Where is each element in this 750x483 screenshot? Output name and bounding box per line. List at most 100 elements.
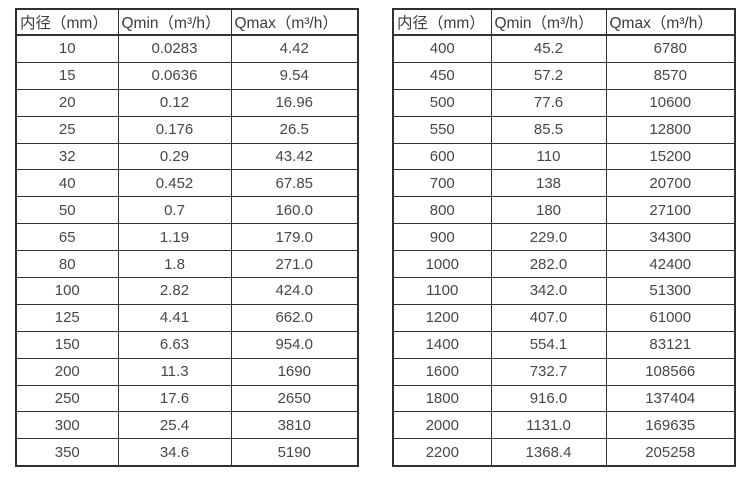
qmax-cell: 16.96 [230, 88, 359, 117]
diameter-cell: 1100 [392, 277, 492, 305]
diameter-cell: 1000 [392, 250, 492, 279]
diameter-cell: 900 [392, 223, 492, 252]
diameter-cell: 2000 [392, 411, 492, 440]
diameter-cell: 100 [15, 277, 119, 305]
qmax-cell: 6780 [605, 34, 736, 63]
table-row: 450 57.2 8570 [392, 61, 736, 90]
qmax-cell: 26.5 [230, 115, 359, 144]
table-row: 20 0.12 16.96 [15, 88, 359, 117]
qmax-cell: 83121 [605, 330, 736, 359]
table-row: 1800 916.0 137404 [392, 384, 736, 413]
qmax-cell: 205258 [605, 438, 736, 467]
table-row: 800 180 27100 [392, 196, 736, 225]
qmax-cell: 9.54 [230, 61, 359, 90]
qmin-cell: 11.3 [117, 357, 232, 386]
qmax-cell: 3810 [230, 411, 359, 440]
qmin-cell: 45.2 [490, 34, 607, 63]
table-row: 10 0.0283 4.42 [15, 34, 359, 63]
qmin-cell: 342.0 [490, 277, 607, 305]
table-row: 1400 554.1 83121 [392, 330, 736, 359]
qmin-cell: 0.176 [117, 115, 232, 144]
diameter-cell: 1200 [392, 303, 492, 332]
qmin-cell: 85.5 [490, 115, 607, 144]
qmin-cell: 0.0636 [117, 61, 232, 90]
diameter-cell: 800 [392, 196, 492, 225]
header-qmax: Qmax（m³/h） [605, 8, 736, 36]
qmax-cell: 51300 [605, 277, 736, 305]
table-row: 1600 732.7 108566 [392, 357, 736, 386]
qmin-cell: 407.0 [490, 303, 607, 332]
qmax-cell: 61000 [605, 303, 736, 332]
table-row: 65 1.19 179.0 [15, 223, 359, 252]
header-qmin: Qmin（m³/h） [117, 8, 232, 36]
diameter-cell: 500 [392, 88, 492, 117]
qmin-cell: 180 [490, 196, 607, 225]
qmax-cell: 424.0 [230, 277, 359, 305]
table-row: 25 0.176 26.5 [15, 115, 359, 144]
qmax-cell: 169635 [605, 411, 736, 440]
flow-table-right: 内径（mm） Qmin（m³/h） Qmax（m³/h） 400 45.2 6780… [392, 8, 736, 468]
table-row: 125 4.41 662.0 [15, 303, 359, 332]
table-row: 300 25.4 3810 [15, 411, 359, 440]
diameter-cell: 200 [15, 357, 119, 386]
table-row: 15 0.0636 9.54 [15, 61, 359, 90]
diameter-cell: 125 [15, 303, 119, 332]
header-row: 内径（mm） Qmin（m³/h） Qmax（m³/h） [392, 8, 736, 36]
qmin-cell: 4.41 [117, 303, 232, 332]
qmax-cell: 8570 [605, 61, 736, 90]
qmin-cell: 110 [490, 142, 607, 171]
table-row: 1000 282.0 42400 [392, 250, 736, 279]
qmax-cell: 15200 [605, 142, 736, 171]
qmin-cell: 57.2 [490, 61, 607, 90]
qmin-cell: 77.6 [490, 88, 607, 117]
table-row: 2200 1368.4 205258 [392, 438, 736, 467]
diameter-cell: 1600 [392, 357, 492, 386]
qmax-cell: 954.0 [230, 330, 359, 359]
header-qmin: Qmin（m³/h） [490, 8, 607, 36]
qmin-cell: 554.1 [490, 330, 607, 359]
diameter-cell: 20 [15, 88, 119, 117]
qmin-cell: 0.29 [117, 142, 232, 171]
qmin-cell: 229.0 [490, 223, 607, 252]
qmin-cell: 25.4 [117, 411, 232, 440]
qmax-cell: 5190 [230, 438, 359, 467]
qmin-cell: 6.63 [117, 330, 232, 359]
qmin-cell: 2.82 [117, 277, 232, 305]
table-row: 1100 342.0 51300 [392, 277, 736, 305]
qmin-cell: 138 [490, 169, 607, 198]
diameter-cell: 250 [15, 384, 119, 413]
table-row: 100 2.82 424.0 [15, 277, 359, 305]
qmax-cell: 20700 [605, 169, 736, 198]
diameter-cell: 550 [392, 115, 492, 144]
qmax-cell: 160.0 [230, 196, 359, 225]
qmin-cell: 0.7 [117, 196, 232, 225]
diameter-cell: 10 [15, 34, 119, 63]
diameter-cell: 700 [392, 169, 492, 198]
diameter-cell: 150 [15, 330, 119, 359]
qmax-cell: 1690 [230, 357, 359, 386]
qmax-cell: 34300 [605, 223, 736, 252]
qmin-cell: 282.0 [490, 250, 607, 279]
qmax-cell: 137404 [605, 384, 736, 413]
table-row: 80 1.8 271.0 [15, 250, 359, 279]
table-row: 400 45.2 6780 [392, 34, 736, 63]
header-qmax: Qmax（m³/h） [230, 8, 359, 36]
qmin-cell: 1131.0 [490, 411, 607, 440]
qmax-cell: 43.42 [230, 142, 359, 171]
qmin-cell: 1.19 [117, 223, 232, 252]
qmax-cell: 179.0 [230, 223, 359, 252]
table-row: 32 0.29 43.42 [15, 142, 359, 171]
table-row: 550 85.5 12800 [392, 115, 736, 144]
table-row: 600 110 15200 [392, 142, 736, 171]
diameter-cell: 32 [15, 142, 119, 171]
diameter-cell: 50 [15, 196, 119, 225]
qmin-cell: 916.0 [490, 384, 607, 413]
header-diameter: 内径（mm） [392, 8, 492, 36]
qmin-cell: 0.452 [117, 169, 232, 198]
diameter-cell: 300 [15, 411, 119, 440]
diameter-cell: 1400 [392, 330, 492, 359]
qmin-cell: 732.7 [490, 357, 607, 386]
diameter-cell: 400 [392, 34, 492, 63]
diameter-cell: 350 [15, 438, 119, 467]
